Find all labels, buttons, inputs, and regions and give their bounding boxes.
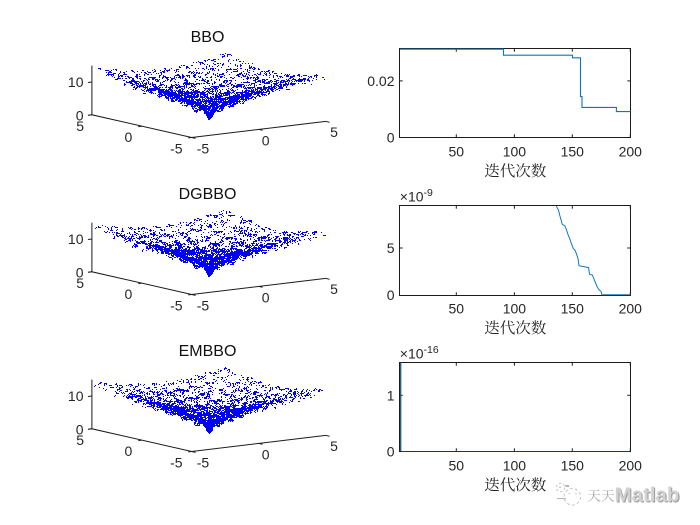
svg-text:EMBBO: EMBBO — [179, 343, 237, 360]
svg-text:0: 0 — [76, 108, 84, 124]
svg-text:0: 0 — [125, 286, 133, 302]
svg-text:10: 10 — [68, 74, 84, 90]
svg-text:0: 0 — [125, 443, 133, 459]
svg-text:5: 5 — [76, 118, 84, 134]
svg-text:0: 0 — [387, 444, 395, 460]
svg-text:150: 150 — [561, 458, 585, 474]
svg-text:-5: -5 — [170, 455, 183, 471]
svg-text:Matlab: Matlab — [616, 484, 681, 507]
svg-text:50: 50 — [449, 458, 465, 474]
svg-text:10: 10 — [68, 388, 84, 404]
svg-text:0.02: 0.02 — [367, 73, 394, 89]
svg-text:5: 5 — [330, 124, 338, 140]
svg-text:150: 150 — [561, 144, 585, 160]
svg-text:0: 0 — [387, 130, 395, 146]
svg-text:100: 100 — [503, 458, 527, 474]
svg-text:-5: -5 — [197, 298, 210, 314]
svg-text:Matlab: Matlab — [615, 483, 680, 506]
svg-text:0: 0 — [262, 132, 270, 148]
svg-text:5: 5 — [387, 240, 395, 256]
svg-text:5: 5 — [330, 438, 338, 454]
svg-text:100: 100 — [503, 144, 527, 160]
svg-text:0: 0 — [262, 446, 270, 462]
svg-text:150: 150 — [561, 301, 585, 317]
svg-text:10: 10 — [68, 231, 84, 247]
svg-text:1: 1 — [387, 387, 395, 403]
svg-text:0: 0 — [76, 265, 84, 281]
svg-text:-5: -5 — [170, 298, 183, 314]
svg-text:200: 200 — [619, 144, 643, 160]
svg-text:100: 100 — [503, 301, 527, 317]
svg-text:5: 5 — [76, 432, 84, 448]
svg-text:BBO: BBO — [191, 29, 225, 46]
svg-text:0: 0 — [125, 129, 133, 145]
svg-text:-5: -5 — [170, 141, 183, 157]
svg-text:0: 0 — [387, 287, 395, 303]
svg-text:-5: -5 — [197, 455, 210, 471]
svg-text:200: 200 — [619, 458, 643, 474]
svg-text:0: 0 — [262, 289, 270, 305]
svg-text:50: 50 — [449, 301, 465, 317]
svg-text:5: 5 — [330, 281, 338, 297]
svg-text:50: 50 — [449, 144, 465, 160]
svg-text:-5: -5 — [197, 141, 210, 157]
svg-text:0: 0 — [76, 422, 84, 438]
svg-text:DGBBO: DGBBO — [179, 186, 237, 203]
svg-text:5: 5 — [76, 275, 84, 291]
svg-text:200: 200 — [619, 301, 643, 317]
